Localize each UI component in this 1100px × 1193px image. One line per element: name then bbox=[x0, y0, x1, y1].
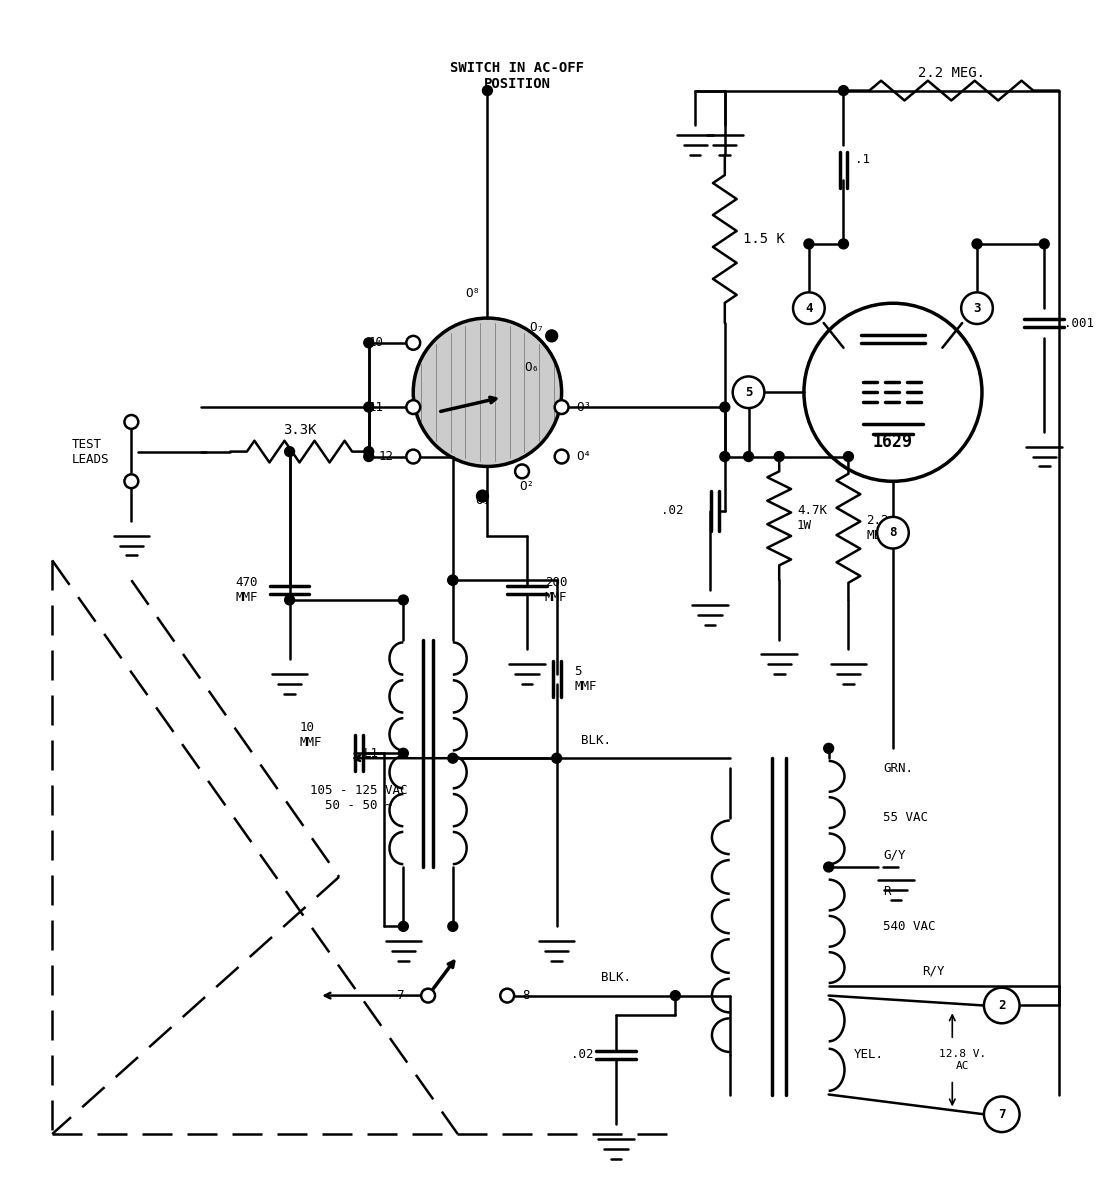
Circle shape bbox=[552, 753, 562, 764]
Circle shape bbox=[406, 336, 420, 350]
Text: 12: 12 bbox=[378, 450, 394, 463]
Circle shape bbox=[774, 452, 784, 462]
Circle shape bbox=[877, 517, 909, 549]
Circle shape bbox=[448, 575, 458, 585]
Circle shape bbox=[124, 475, 139, 488]
Text: O₁: O₁ bbox=[475, 494, 490, 507]
Circle shape bbox=[983, 1096, 1020, 1132]
Text: 5: 5 bbox=[745, 385, 752, 398]
Circle shape bbox=[364, 338, 374, 347]
Text: R: R bbox=[883, 885, 891, 898]
Text: 10
MMF: 10 MMF bbox=[299, 722, 322, 749]
Circle shape bbox=[793, 292, 825, 324]
Circle shape bbox=[824, 863, 834, 872]
Circle shape bbox=[476, 490, 488, 502]
Circle shape bbox=[744, 452, 754, 462]
Text: 200
MMF: 200 MMF bbox=[544, 576, 568, 604]
Circle shape bbox=[398, 921, 408, 932]
Circle shape bbox=[448, 753, 458, 764]
Text: 3.3K: 3.3K bbox=[283, 422, 317, 437]
Circle shape bbox=[285, 446, 295, 457]
Circle shape bbox=[554, 400, 569, 414]
Circle shape bbox=[414, 319, 562, 466]
Text: 105 - 125 VAC
50 - 50 ~: 105 - 125 VAC 50 - 50 ~ bbox=[310, 784, 408, 811]
Circle shape bbox=[448, 921, 458, 932]
Text: O⁸: O⁸ bbox=[465, 286, 480, 299]
Circle shape bbox=[546, 330, 558, 342]
Text: .001: .001 bbox=[1064, 316, 1094, 329]
Circle shape bbox=[670, 990, 680, 1001]
Text: TEST
LEADS: TEST LEADS bbox=[72, 438, 110, 465]
Text: 4: 4 bbox=[805, 302, 813, 315]
Circle shape bbox=[398, 748, 408, 759]
Text: G/Y: G/Y bbox=[883, 848, 905, 861]
Text: BLK.: BLK. bbox=[581, 734, 612, 747]
Text: 7: 7 bbox=[396, 989, 404, 1002]
Circle shape bbox=[838, 86, 848, 95]
Circle shape bbox=[719, 452, 729, 462]
Text: 10: 10 bbox=[368, 336, 384, 350]
Text: O₇: O₇ bbox=[529, 321, 544, 334]
Circle shape bbox=[733, 377, 764, 408]
Text: .1: .1 bbox=[856, 154, 870, 166]
Circle shape bbox=[1040, 239, 1049, 249]
Circle shape bbox=[398, 595, 408, 605]
Circle shape bbox=[838, 239, 848, 249]
Text: 2.2 MEG.: 2.2 MEG. bbox=[917, 66, 984, 80]
Text: R/Y: R/Y bbox=[923, 964, 945, 977]
Circle shape bbox=[364, 452, 374, 462]
Text: 11: 11 bbox=[368, 401, 384, 414]
Text: O³: O³ bbox=[576, 401, 592, 414]
Circle shape bbox=[285, 595, 295, 605]
Text: 470
MMF: 470 MMF bbox=[235, 576, 257, 604]
Text: O₆: O₆ bbox=[525, 361, 539, 375]
Circle shape bbox=[961, 292, 993, 324]
Text: 1.5 K: 1.5 K bbox=[742, 231, 784, 246]
Circle shape bbox=[406, 400, 420, 414]
Text: 8: 8 bbox=[889, 526, 896, 539]
Text: 1629: 1629 bbox=[873, 433, 913, 451]
Circle shape bbox=[406, 450, 420, 463]
Circle shape bbox=[483, 86, 493, 95]
Text: 540 VAC: 540 VAC bbox=[883, 920, 936, 933]
Text: .02: .02 bbox=[660, 505, 683, 518]
Circle shape bbox=[804, 239, 814, 249]
Circle shape bbox=[421, 989, 434, 1002]
Circle shape bbox=[972, 239, 982, 249]
Text: 5
MMF: 5 MMF bbox=[574, 665, 597, 693]
Circle shape bbox=[844, 452, 854, 462]
Text: 12.8 V.
AC: 12.8 V. AC bbox=[938, 1049, 986, 1070]
Circle shape bbox=[364, 402, 374, 412]
Text: 8: 8 bbox=[522, 989, 529, 1002]
Text: YEL.: YEL. bbox=[854, 1049, 883, 1062]
Circle shape bbox=[719, 402, 729, 412]
Text: 55 VAC: 55 VAC bbox=[883, 811, 928, 824]
Circle shape bbox=[554, 450, 569, 463]
Text: 7: 7 bbox=[998, 1108, 1005, 1120]
Circle shape bbox=[448, 575, 458, 585]
Circle shape bbox=[824, 743, 834, 753]
Text: 4.7K
1W: 4.7K 1W bbox=[798, 503, 827, 532]
Text: 2: 2 bbox=[998, 999, 1005, 1012]
Text: 3: 3 bbox=[974, 302, 981, 315]
Circle shape bbox=[515, 464, 529, 478]
Circle shape bbox=[804, 303, 982, 481]
Text: BLK.: BLK. bbox=[601, 971, 631, 984]
Text: L1: L1 bbox=[364, 747, 378, 760]
Text: O⁴: O⁴ bbox=[576, 450, 592, 463]
Circle shape bbox=[364, 446, 374, 457]
Text: SWITCH IN AC-OFF
POSITION: SWITCH IN AC-OFF POSITION bbox=[450, 61, 584, 91]
Circle shape bbox=[983, 988, 1020, 1024]
Text: O²: O² bbox=[519, 480, 535, 493]
Text: 2.2
MEG: 2.2 MEG bbox=[866, 514, 889, 542]
Text: GRN.: GRN. bbox=[883, 761, 913, 774]
Circle shape bbox=[500, 989, 514, 1002]
Circle shape bbox=[124, 415, 139, 428]
Text: .02: .02 bbox=[572, 1049, 594, 1062]
